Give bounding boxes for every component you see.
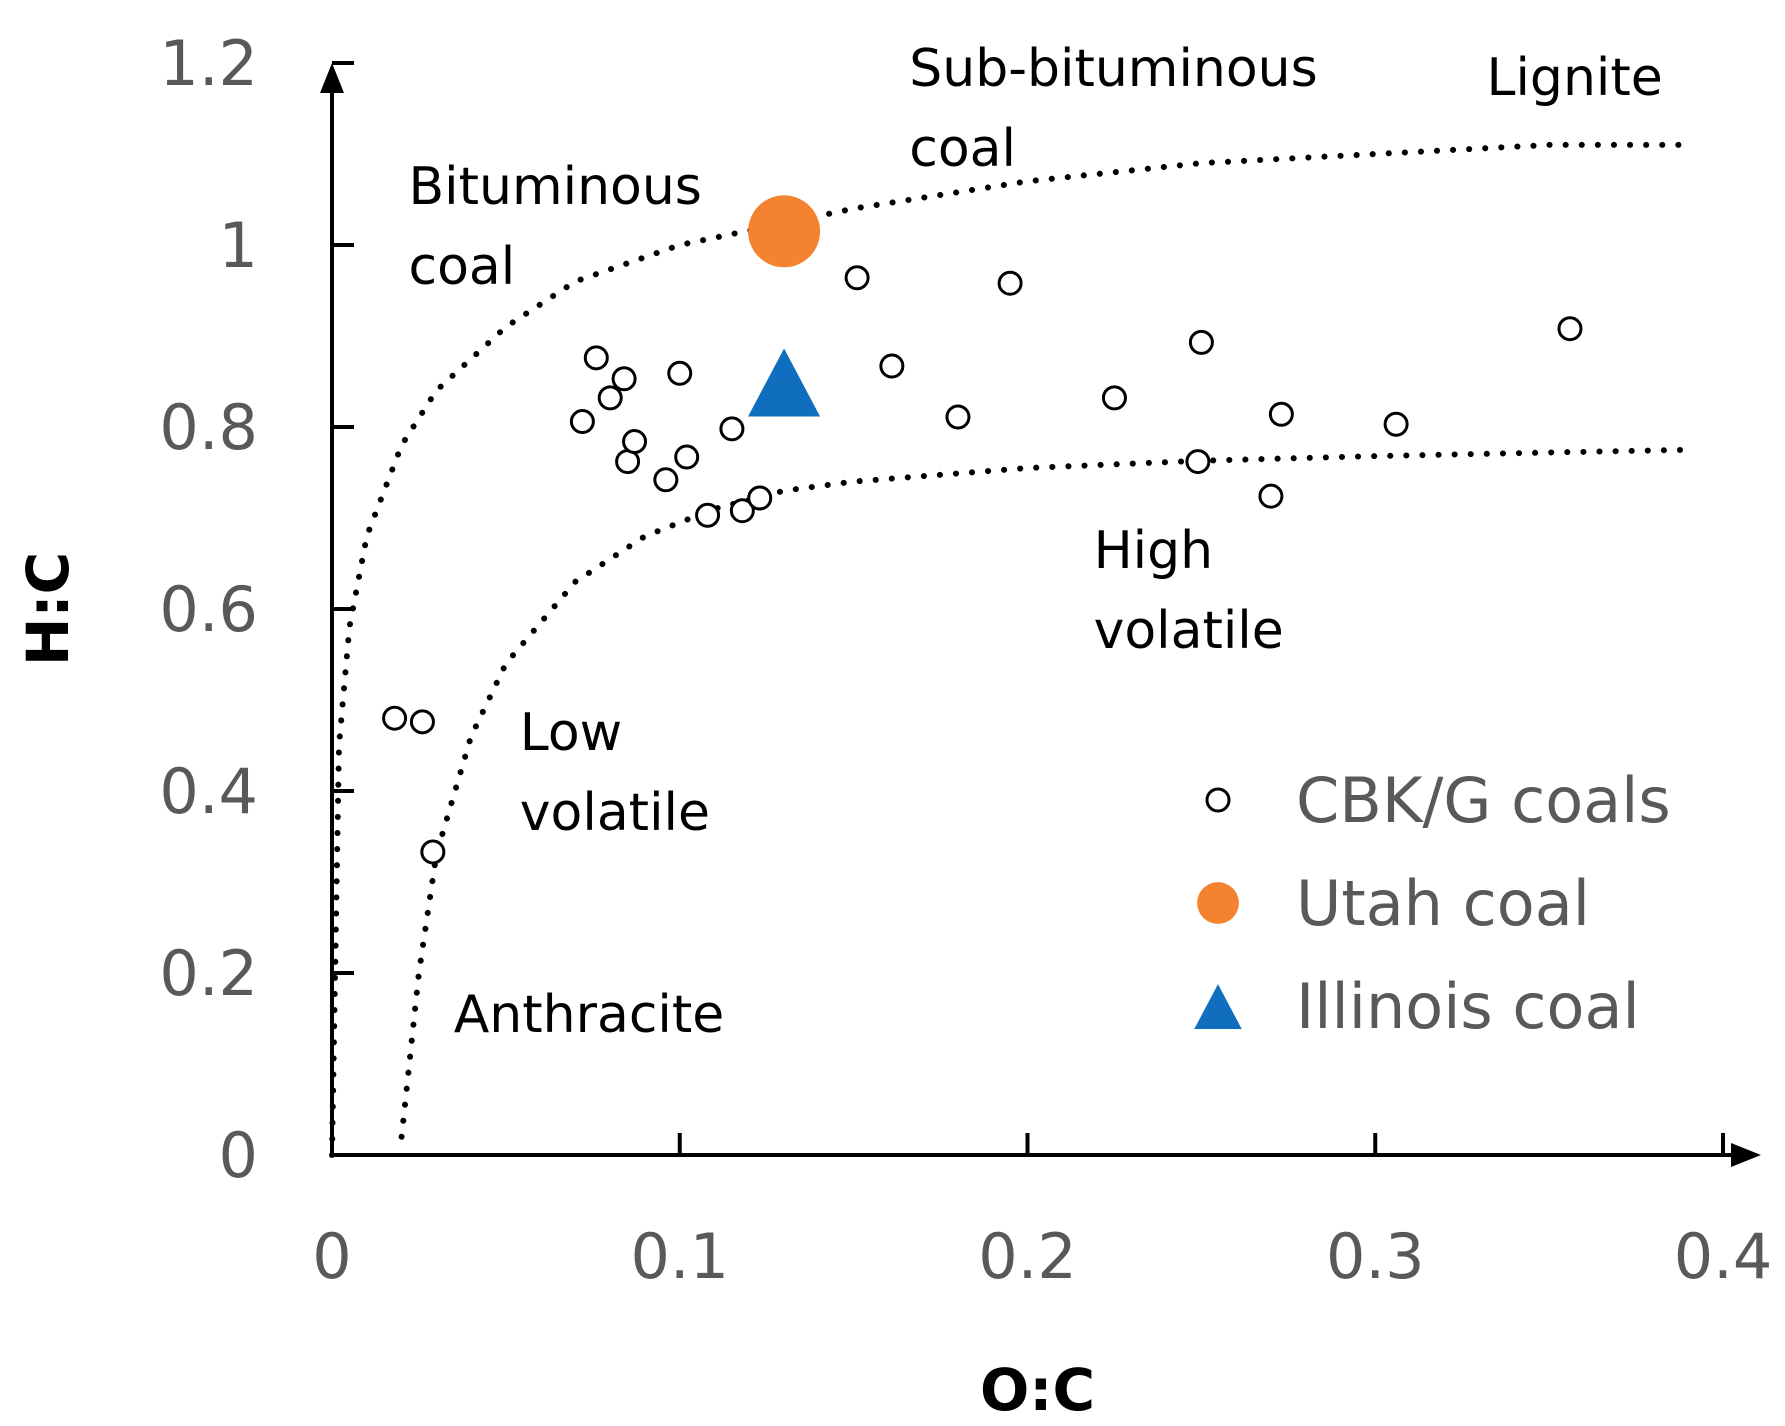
region-label: Anthracite [454,985,725,1045]
region-label-line: Bituminous [409,157,702,217]
region-label-line: Sub-bituminous [909,39,1317,99]
legend: CBK/G coals Utah coal Illinois coal [1194,764,1671,1043]
cbk-g-coal-point [1258,483,1284,509]
axes [320,63,1761,1167]
utah-coal-point [748,195,821,268]
y-tick-label: 0.2 [159,937,258,1010]
y-axis-ticks: 0 0.2 0.4 0.6 0.8 1 1.2 [159,27,354,1192]
region-label-line: Anthracite [454,985,725,1045]
x-tick-label: 0.3 [1326,1220,1425,1293]
cbk-g-coal-point [653,467,679,493]
region-label: Low volatile [520,703,710,843]
region-label-line: volatile [1094,601,1284,661]
cbk-g-coal-point [583,345,609,371]
region-label-line: Low [520,703,622,763]
cbk-g-coal-point [420,839,446,865]
legend-marker [1197,882,1239,924]
cbk-g-coal-point [667,360,693,386]
region-label-line: coal [909,119,1016,179]
cbk-g-coal-point [719,416,745,442]
y-tick-label: 1.2 [159,27,258,100]
cbk-g-coal-point [695,502,721,528]
x-tick-label: 0.2 [978,1220,1077,1293]
data-points [382,195,1583,865]
legend-item: CBK/G coals [1205,764,1671,837]
cbk-g-coal-point [1185,449,1211,475]
y-tick-label: 0 [219,1119,258,1192]
cbk-g-coal-point [844,265,870,291]
y-tick-label: 1 [219,209,258,282]
y-axis-title: H:C [14,552,82,666]
region-label-line: coal [409,237,516,297]
y-axis-arrow [320,63,344,93]
region-label: Lignite [1487,48,1663,108]
region-label: Sub-bituminous coal [909,39,1317,179]
cbk-g-coal-point [674,444,700,470]
region-label: High volatile [1094,521,1284,661]
cbk-g-coal-point [409,709,435,735]
x-tick-label: 0.4 [1674,1220,1773,1293]
region-label-line: High [1094,521,1214,581]
cbk-g-coal-point [622,429,648,455]
cbk-g-coal-point [879,353,905,379]
cbk-g-coal-point [611,366,637,392]
y-tick-label: 0.8 [159,391,258,464]
illinois-coal-point [748,348,821,417]
cbk-g-coal-point [945,404,971,430]
region-label-line: Lignite [1487,48,1663,108]
legend-marker [1205,787,1231,813]
x-axis-arrow [1731,1143,1761,1167]
cbk-g-coal-point [382,705,408,731]
legend-label: Illinois coal [1296,970,1640,1043]
x-axis-ticks: 0 0.1 0.2 0.3 0.4 [312,1133,1772,1293]
x-tick-label: 0.1 [630,1220,729,1293]
y-tick-label: 0.4 [159,755,258,828]
cbk-g-coal-point [747,485,773,511]
cbk-g-coal-point [1101,385,1127,411]
region-annotations: Sub-bituminous coal Lignite Bituminous coal H… [409,39,1663,1045]
cbk-g-coal-point [729,498,755,524]
region-label-line: volatile [520,783,710,843]
cbk-g-coal-point [1383,411,1409,437]
legend-label: Utah coal [1296,867,1590,940]
y-tick-label: 0.6 [159,573,258,646]
cbk-g-coal-point [1268,401,1294,427]
x-tick-label: 0 [312,1220,351,1293]
legend-item: Illinois coal [1194,970,1640,1043]
cbk-g-coal-point [569,409,595,435]
cbk-g-coal-point [1188,329,1214,355]
legend-item: Utah coal [1197,867,1590,940]
legend-marker [1194,984,1242,1030]
legend-label: CBK/G coals [1296,764,1671,837]
region-label: Bituminous coal [409,157,702,297]
cbk-g-coal-point [1557,316,1583,342]
cbk-g-coal-point [597,385,623,411]
x-axis-title: O:C [980,1356,1095,1424]
cbk-g-coal-point [997,270,1023,296]
